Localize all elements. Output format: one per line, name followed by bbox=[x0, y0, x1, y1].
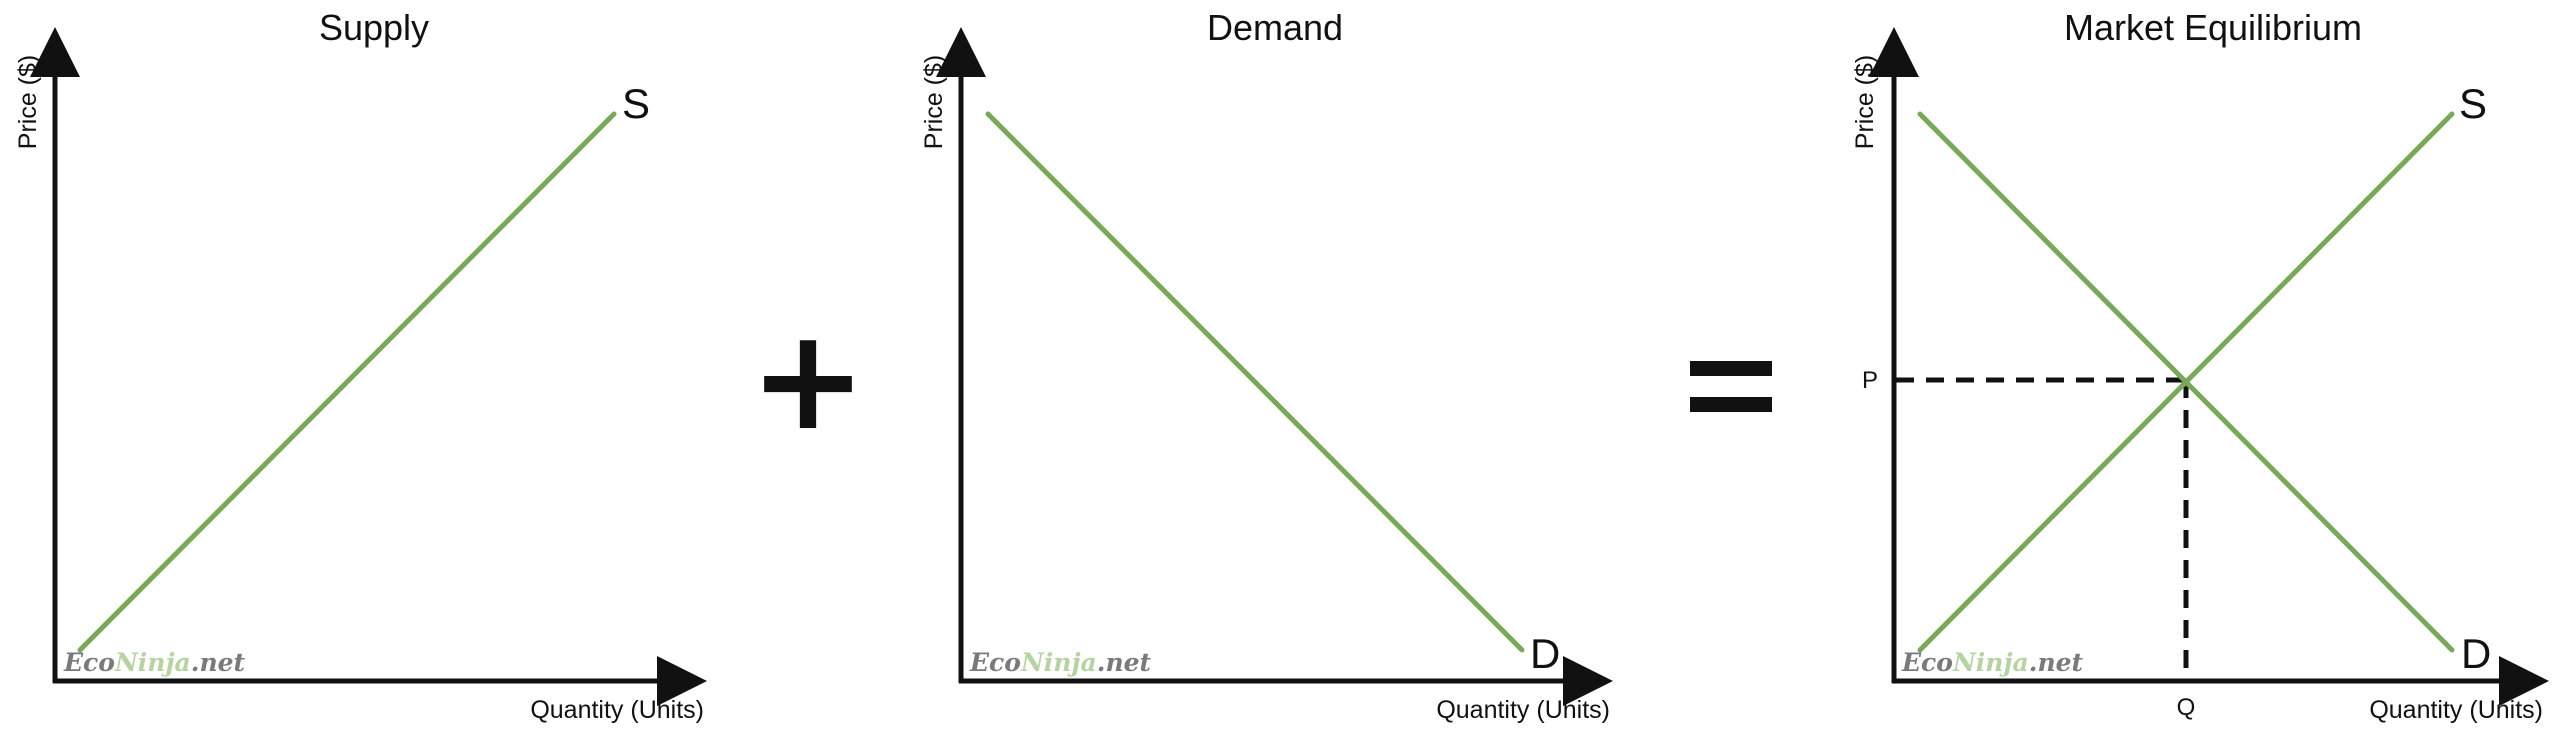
equilibrium-x-axis-label: Quantity (Units) bbox=[2369, 696, 2543, 724]
watermark-part-3: .net bbox=[1097, 648, 1152, 677]
demand-x-axis-label: Quantity (Units) bbox=[1436, 696, 1610, 724]
watermark: EcoNinja.net bbox=[1901, 648, 2084, 677]
watermark-part-2: Ninja bbox=[114, 648, 191, 677]
demand-curve bbox=[985, 111, 1525, 653]
supply-x-axis-label: Quantity (Units) bbox=[530, 696, 704, 724]
watermark-part-2: Ninja bbox=[1952, 648, 2029, 677]
equals-bar-top bbox=[1690, 361, 1772, 376]
watermark-part-1: Eco bbox=[969, 648, 1021, 677]
equilibrium-title: Market Equilibrium bbox=[2064, 7, 2362, 48]
equals-bar-bottom bbox=[1690, 397, 1772, 412]
watermark-part-1: Eco bbox=[63, 648, 115, 677]
supply-curve-label: S bbox=[622, 80, 650, 127]
equilibrium-demand-label: D bbox=[2461, 630, 2491, 677]
equals-operator bbox=[1690, 361, 1772, 412]
equilibrium-panel: Market Equilibrium Price ($) Quantity (U… bbox=[1851, 7, 2549, 724]
supply-panel: Supply Price ($) Quantity (Units) S EcoN… bbox=[14, 7, 707, 724]
watermark-part-2: Ninja bbox=[1020, 648, 1097, 677]
supply-curve bbox=[77, 111, 617, 653]
equilibrium-quantity-label: Q bbox=[2177, 694, 2196, 721]
watermark-part-3: .net bbox=[2029, 648, 2084, 677]
equilibrium-y-axis-label: Price ($) bbox=[1851, 55, 1879, 149]
watermark: EcoNinja.net bbox=[63, 648, 246, 677]
watermark-part-3: .net bbox=[191, 648, 246, 677]
plus-operator: + bbox=[749, 299, 866, 462]
demand-y-axis-label: Price ($) bbox=[920, 55, 948, 149]
demand-curve-label: D bbox=[1530, 630, 1560, 677]
supply-title: Supply bbox=[319, 7, 429, 48]
demand-panel: Demand Price ($) Quantity (Units) D EcoN… bbox=[920, 7, 1613, 724]
supply-y-axis-label: Price ($) bbox=[14, 55, 42, 149]
equilibrium-price-label: P bbox=[1862, 367, 1878, 394]
equilibrium-supply-curve bbox=[1917, 111, 2455, 653]
watermark: EcoNinja.net bbox=[969, 648, 1152, 677]
equilibrium-supply-label: S bbox=[2459, 80, 2487, 127]
watermark-part-1: Eco bbox=[1901, 648, 1953, 677]
demand-title: Demand bbox=[1207, 7, 1343, 48]
